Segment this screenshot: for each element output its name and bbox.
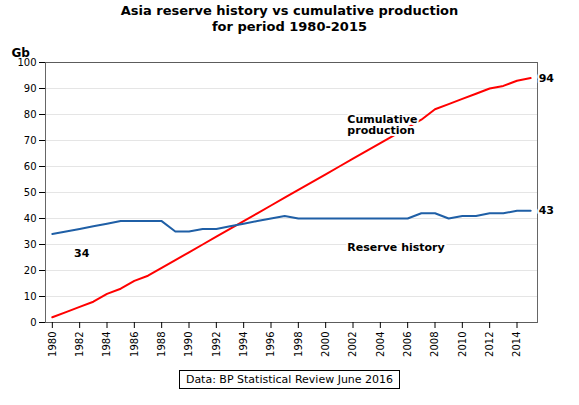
svg-text:80: 80 bbox=[24, 108, 37, 119]
html-text:Asia reserve history vs cumula: Asia reserve history vs cumulative produ… bbox=[120, 3, 459, 18]
svg-text:1990: 1990 bbox=[183, 331, 194, 356]
svg-text:34: 34 bbox=[74, 247, 90, 260]
svg-text:2012: 2012 bbox=[484, 331, 495, 356]
svg-text:60: 60 bbox=[24, 160, 37, 171]
svg-text:0: 0 bbox=[30, 316, 36, 327]
svg-text:30: 30 bbox=[24, 238, 37, 249]
svg-text:Gb: Gb bbox=[12, 46, 31, 60]
svg-text:10: 10 bbox=[24, 290, 37, 301]
svg-text:2014: 2014 bbox=[511, 331, 522, 356]
svg-text:1992: 1992 bbox=[211, 331, 222, 356]
svg-text:2008: 2008 bbox=[429, 331, 440, 356]
svg-text:2000: 2000 bbox=[320, 331, 331, 356]
svg-text:2002: 2002 bbox=[347, 331, 358, 356]
svg-text:50: 50 bbox=[24, 186, 37, 197]
svg-text:1986: 1986 bbox=[129, 331, 140, 356]
svg-text:2010: 2010 bbox=[457, 331, 468, 356]
svg-text:43: 43 bbox=[539, 204, 554, 217]
svg-text:94: 94 bbox=[539, 71, 555, 84]
svg-text:100: 100 bbox=[17, 56, 37, 68]
svg-text:1980: 1980 bbox=[47, 331, 58, 356]
svg-text:1994: 1994 bbox=[238, 331, 249, 356]
svg-text:1998: 1998 bbox=[293, 331, 304, 356]
svg-text:2006: 2006 bbox=[402, 331, 413, 356]
svg-text:1996: 1996 bbox=[265, 331, 276, 356]
svg-text:70: 70 bbox=[24, 134, 37, 145]
svg-text:1982: 1982 bbox=[74, 331, 85, 356]
svg-text:Cumulativeproduction: Cumulativeproduction bbox=[347, 112, 417, 136]
html-text:Data: BP Statistical Review Ju: Data: BP Statistical Review June 2016 bbox=[185, 372, 394, 386]
svg-text:90: 90 bbox=[24, 82, 37, 93]
svg-text:1988: 1988 bbox=[156, 331, 167, 356]
svg-text:2004: 2004 bbox=[375, 331, 386, 356]
svg-text:Reserve history: Reserve history bbox=[347, 240, 444, 253]
html-text:for period 1980-2015: for period 1980-2015 bbox=[212, 19, 367, 35]
svg-text:40: 40 bbox=[24, 212, 37, 223]
svg-text:1984: 1984 bbox=[101, 331, 112, 356]
svg-text:20: 20 bbox=[24, 264, 37, 275]
